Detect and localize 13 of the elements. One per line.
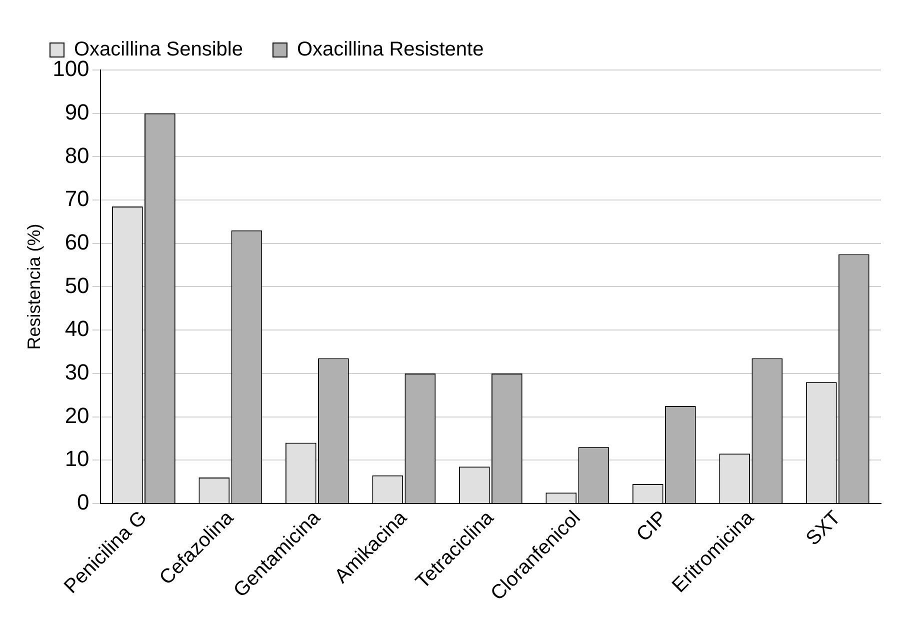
y-tick-label: 90 bbox=[64, 99, 90, 124]
y-tick-label: 60 bbox=[64, 229, 90, 254]
y-tick-label: 70 bbox=[64, 186, 90, 212]
y-tick-label: 40 bbox=[64, 316, 90, 342]
y-tick-label: 10 bbox=[64, 446, 90, 472]
legend-label: Oxacillina Resistente bbox=[296, 38, 484, 61]
y-axis-title: Resistencia (%) bbox=[24, 224, 44, 350]
y-tick-label: 20 bbox=[64, 402, 90, 428]
y-tick-label: 30 bbox=[64, 360, 90, 385]
y-tick-label: 80 bbox=[64, 142, 90, 168]
x-tick-label: CIP bbox=[632, 506, 672, 546]
y-tick-label: 0 bbox=[77, 490, 90, 515]
y-tick-label: 50 bbox=[64, 272, 90, 298]
